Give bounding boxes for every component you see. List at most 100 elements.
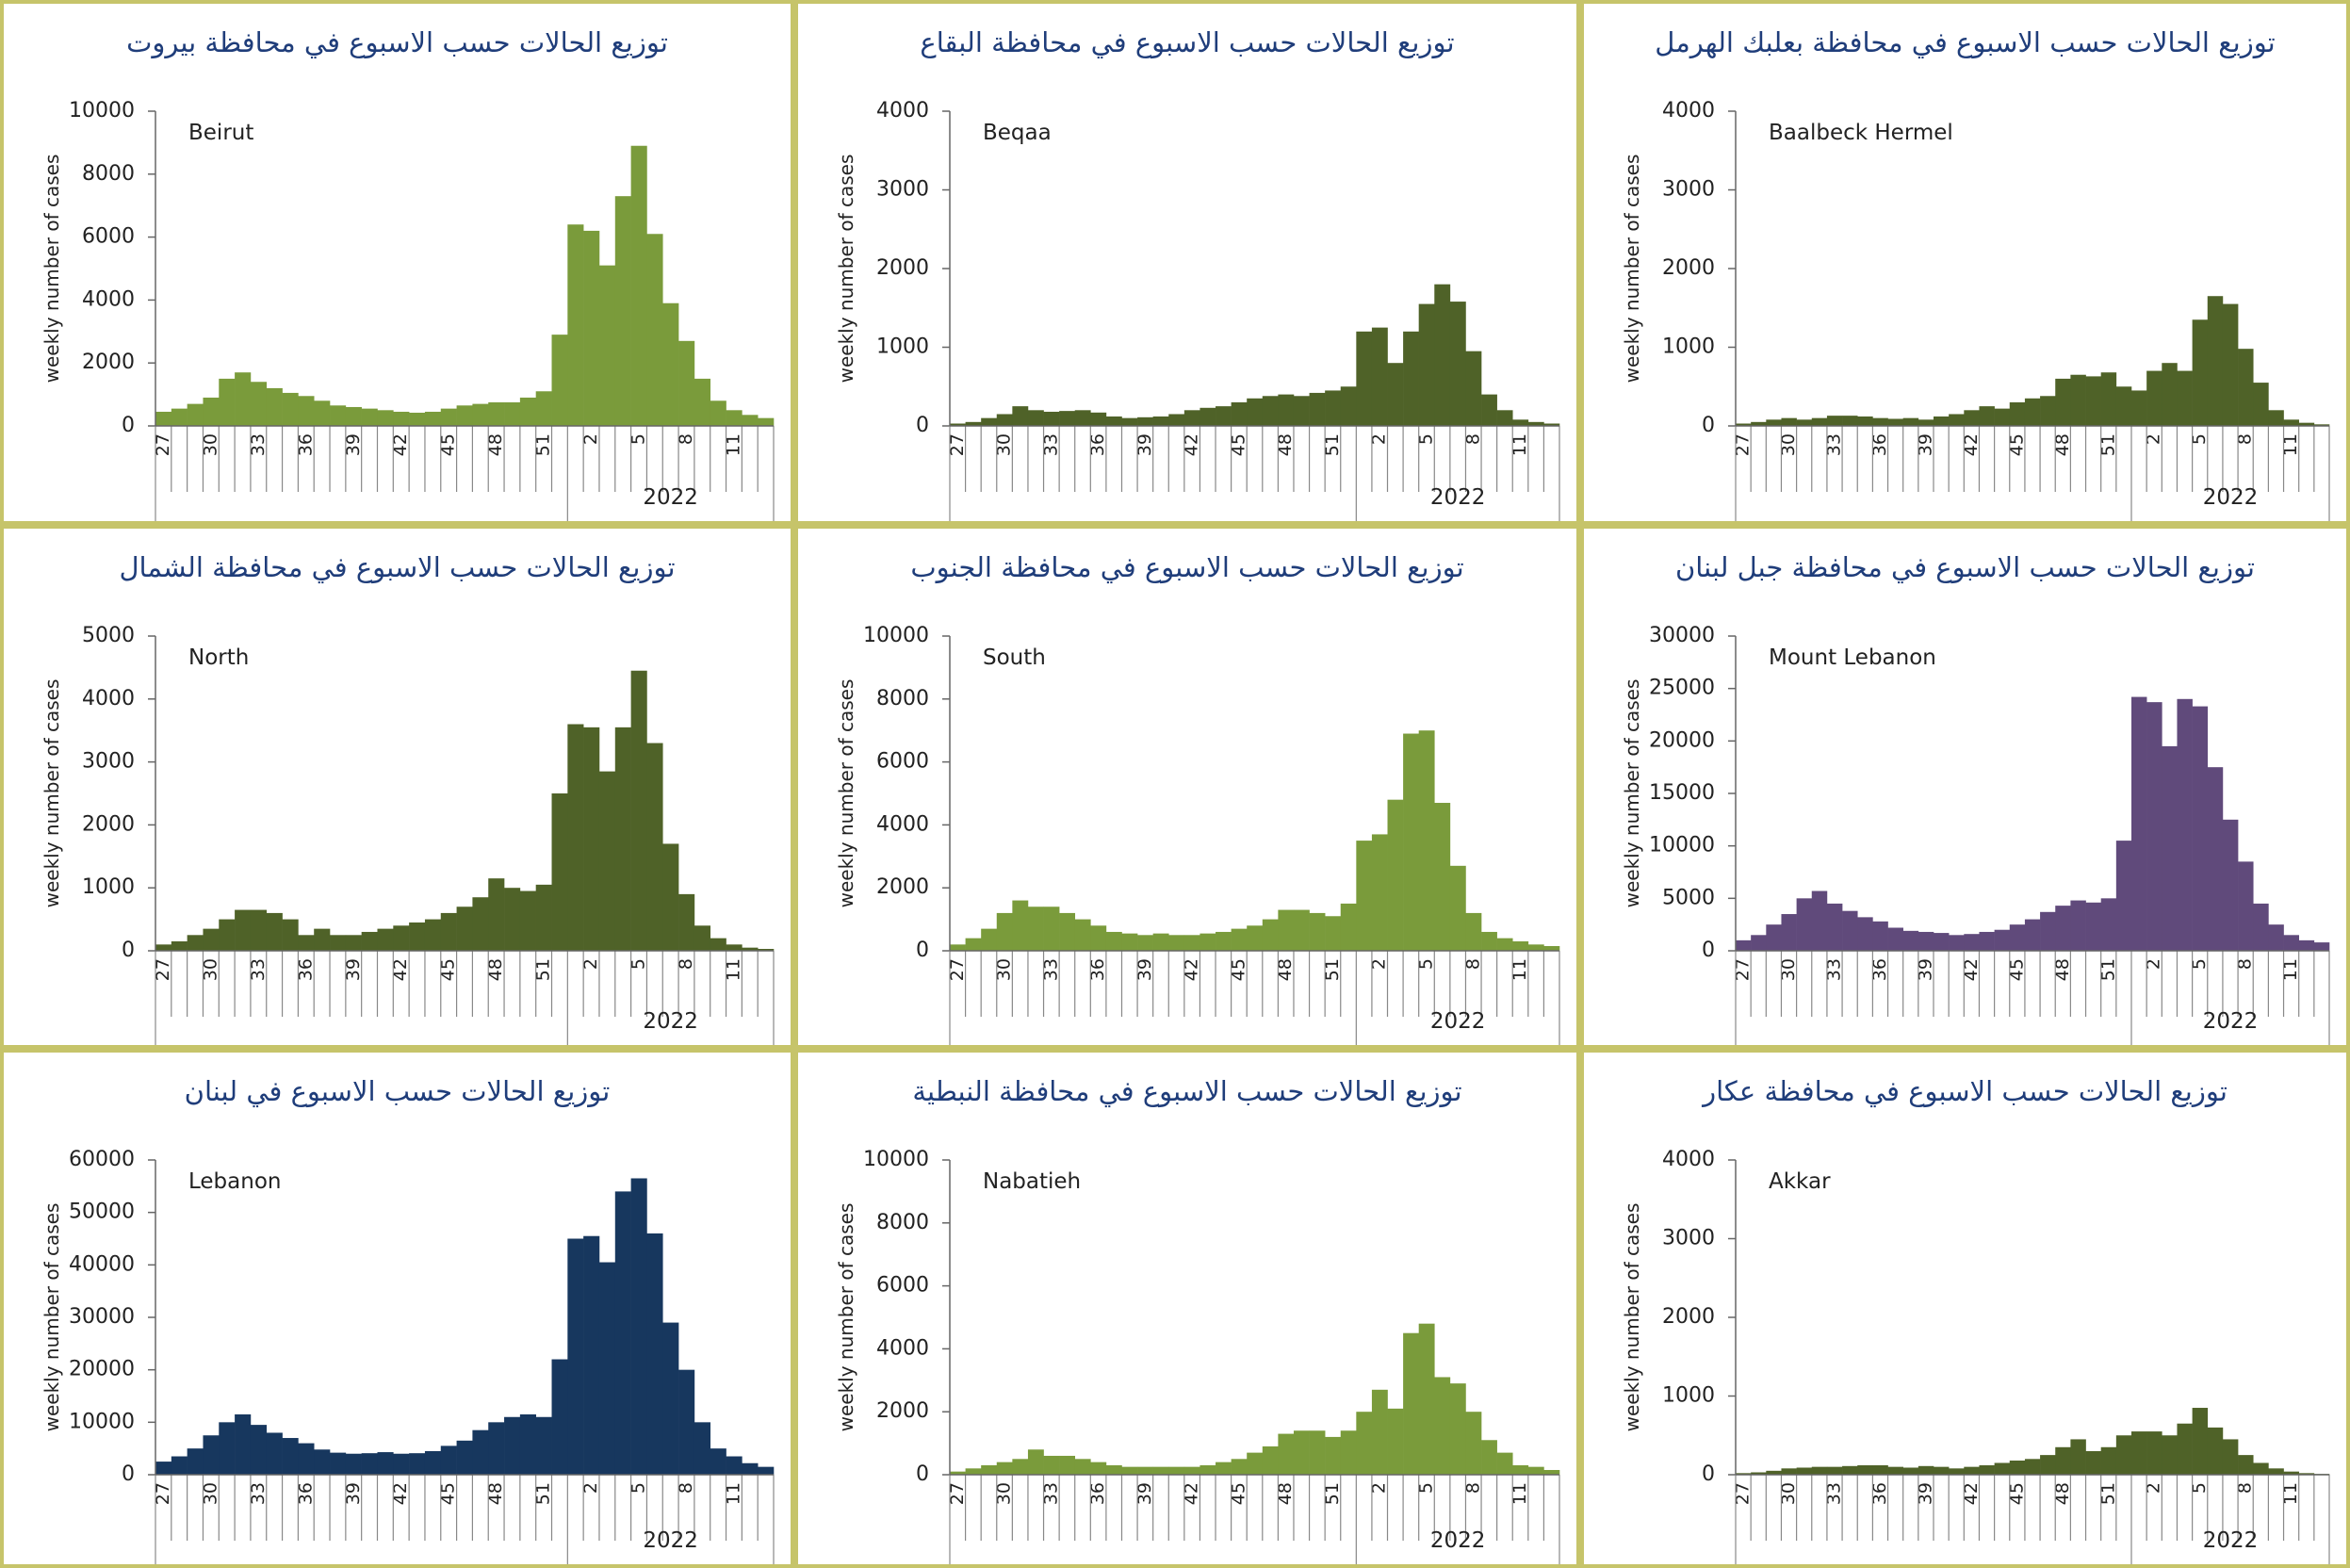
x-tick-label: 51 [1322, 1482, 1343, 1505]
x-tick-label: 30 [1778, 958, 1799, 981]
x-tick-label: 48 [1275, 433, 1296, 456]
x-tick-label: 8 [676, 1482, 696, 1494]
bar [1278, 909, 1295, 951]
bar [2040, 1455, 2056, 1475]
x-tick-label: 33 [1040, 958, 1061, 981]
bar [330, 1452, 347, 1475]
panel-border [1580, 0, 2350, 525]
x-tick-label: 36 [295, 433, 316, 456]
y-tick-label: 0 [916, 1462, 929, 1486]
x-tick-label: 11 [1510, 433, 1530, 456]
bar [726, 410, 743, 426]
bar [2070, 1439, 2086, 1475]
bar [758, 1466, 775, 1475]
chart-title: توزيع الحالات حسب الاسبوع في محافظة الشم… [119, 551, 675, 584]
x-tick-label: 48 [1275, 958, 1296, 981]
bar [1356, 1412, 1373, 1475]
bar [171, 408, 188, 426]
bar [456, 405, 473, 426]
bar [504, 888, 521, 951]
bar [2238, 1455, 2254, 1475]
bar [2040, 911, 2056, 951]
bar [1168, 414, 1185, 426]
x-tick-label: 48 [2052, 1482, 2073, 1505]
bar [1105, 931, 1122, 951]
bar [1751, 1472, 1767, 1475]
bar [996, 912, 1013, 951]
x-tick-label: 2 [2144, 1482, 2164, 1494]
bar [1012, 1459, 1029, 1475]
bar [950, 944, 966, 951]
bar [1449, 865, 1466, 951]
bar [1481, 394, 1497, 426]
bar [1543, 1469, 1560, 1475]
bar [2131, 1431, 2147, 1475]
bar [662, 302, 679, 426]
x-tick-label: 48 [485, 433, 506, 456]
bar [662, 843, 679, 951]
bar [187, 403, 204, 426]
bar [1121, 417, 1138, 426]
bar [488, 1422, 505, 1475]
bar [567, 1238, 584, 1475]
bar [519, 1413, 536, 1475]
bar [583, 230, 600, 426]
bar [250, 382, 268, 426]
x-tick-label: 33 [248, 1482, 269, 1505]
y-tick-label: 0 [1702, 1462, 1715, 1486]
bar [758, 417, 775, 426]
chart-title: توزيع الحالات حسب الاسبوع في محافظة جبل … [1675, 551, 2255, 584]
bar [1449, 1383, 1466, 1475]
chart-panel: توزيع الحالات حسب الاسبوع في محافظة عكار… [1580, 1049, 2350, 1568]
x-tick-label: 39 [343, 958, 364, 981]
bar [2162, 363, 2178, 426]
chart-panel: توزيع الحالات حسب الاسبوع في محافظة بعلب… [1580, 0, 2350, 525]
bar [424, 1450, 442, 1475]
bar [1418, 303, 1435, 426]
y-tick-label: 2000 [82, 351, 135, 374]
x-tick-label: 42 [390, 958, 411, 981]
bar [219, 378, 236, 426]
bar [535, 884, 552, 951]
bar [1309, 912, 1326, 951]
x-tick-label: 39 [1134, 1482, 1155, 1505]
x-tick-label: 45 [2006, 1482, 2027, 1505]
bar [1325, 1436, 1342, 1475]
bar [1199, 933, 1216, 951]
bar [1872, 417, 1888, 426]
x-tick-label: 33 [1824, 958, 1845, 981]
x-tick-label: 8 [2235, 958, 2256, 970]
y-tick-label: 2000 [1662, 1305, 1715, 1329]
x-tick-label: 39 [1915, 1482, 1935, 1505]
bar [1887, 418, 1903, 426]
bar [1964, 1466, 1980, 1475]
y-tick-label: 10000 [69, 99, 135, 122]
region-label: Beirut [188, 121, 253, 145]
x-tick-label: 36 [1869, 958, 1890, 981]
y-tick-label: 30000 [1649, 624, 1715, 647]
region-label: Beqaa [983, 121, 1052, 145]
bar [1168, 935, 1185, 951]
x-tick-label: 5 [628, 433, 649, 445]
bar [330, 405, 347, 426]
bar [1403, 1332, 1419, 1475]
bar [1887, 927, 1903, 951]
bar [1247, 925, 1264, 951]
bar [2268, 924, 2284, 951]
x-tick-label: 45 [2006, 433, 2027, 456]
bar [551, 335, 568, 426]
bar [1418, 730, 1435, 951]
bar [1231, 928, 1248, 951]
year-label: 2022 [643, 485, 698, 510]
bar [1918, 931, 1934, 951]
y-tick-label: 2000 [876, 875, 929, 899]
x-tick-label: 5 [1415, 1482, 1436, 1494]
bar [1012, 900, 1029, 951]
bar [2131, 390, 2147, 426]
bar [1137, 935, 1153, 951]
bar [2177, 1423, 2193, 1475]
bar [742, 947, 759, 951]
x-tick-label: 51 [533, 958, 554, 981]
x-tick-label: 30 [994, 1482, 1015, 1505]
bar [219, 919, 236, 951]
